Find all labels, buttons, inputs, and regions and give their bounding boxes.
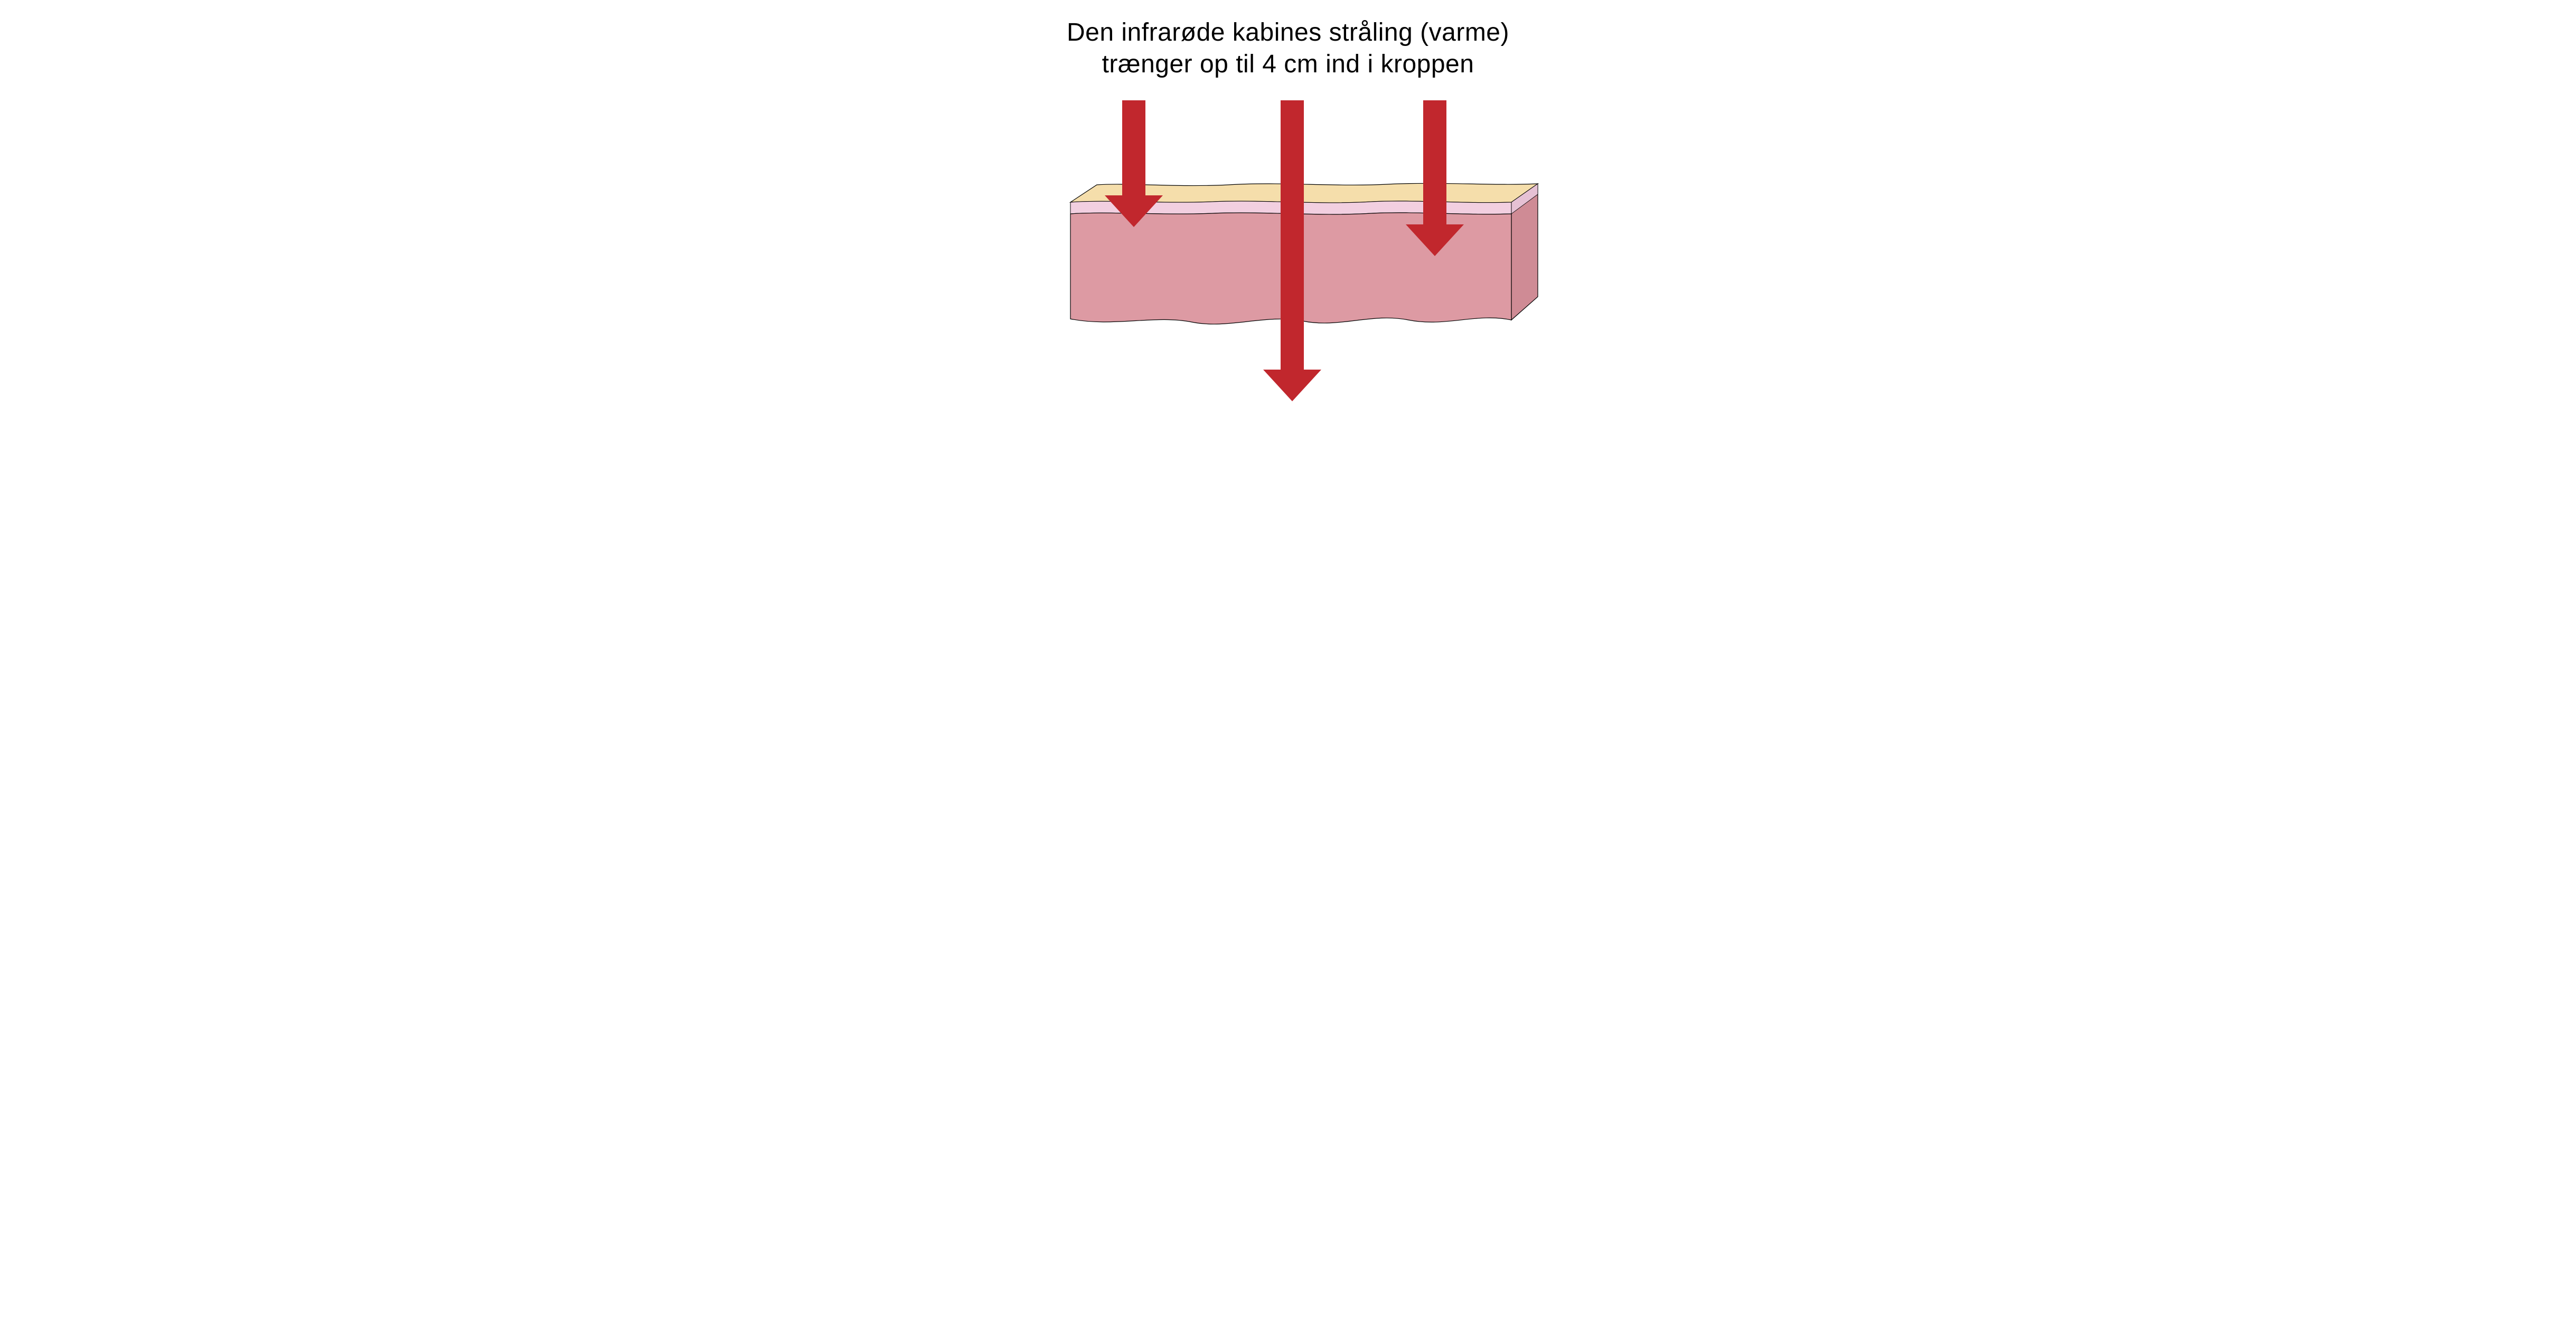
diagram-svg <box>886 0 1691 413</box>
arrow-right <box>1406 100 1464 256</box>
infographic-stage: Den infrarøde kabines stråling (varme) t… <box>886 0 1691 413</box>
